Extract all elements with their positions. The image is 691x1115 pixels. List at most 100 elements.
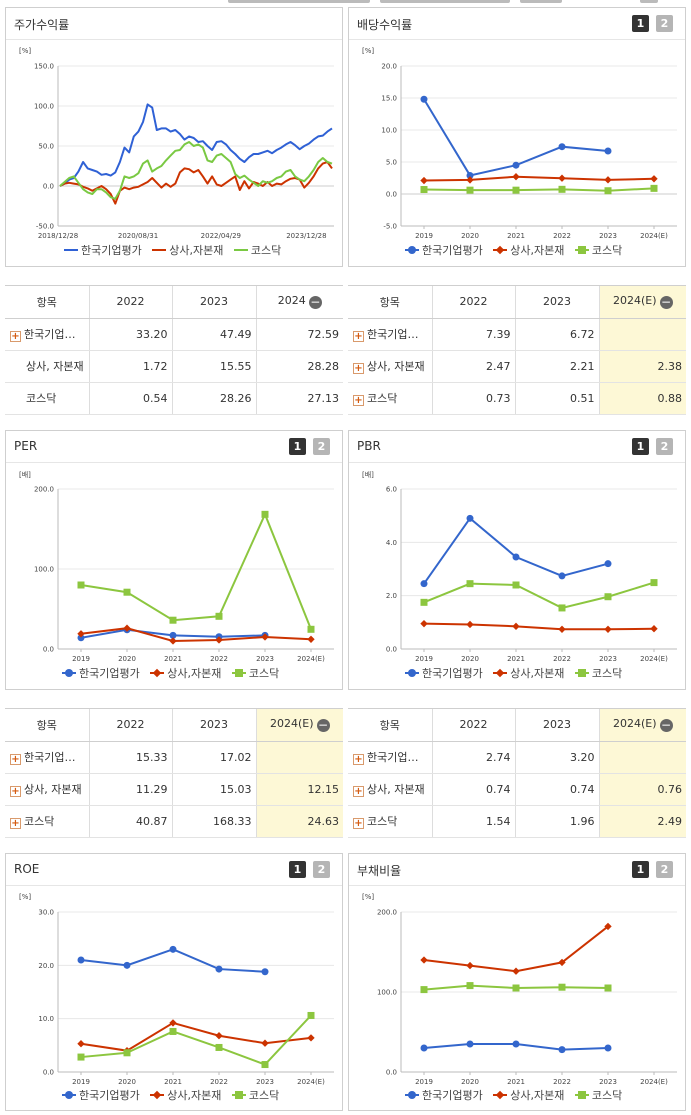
- expand-icon[interactable]: +: [353, 786, 364, 797]
- table-row: 상사, 자본재 1.72 15.55 28.28: [5, 350, 343, 383]
- expand-icon[interactable]: +: [10, 818, 21, 829]
- legend-item[interactable]: 상사,자본재: [152, 242, 223, 258]
- expand-icon[interactable]: +: [10, 331, 21, 342]
- cell-value: 33.20: [89, 318, 173, 351]
- x-tick-label: 2019: [415, 655, 433, 663]
- cell-value: [599, 741, 686, 774]
- x-tick-label: 2021: [164, 655, 182, 663]
- table-row: 코스닥 0.54 28.26 27.13: [5, 382, 343, 415]
- series-line: [423, 581, 655, 609]
- view-button-1[interactable]: 1: [632, 15, 649, 32]
- table-row: + 상사, 자본재 2.47 2.21 2.38: [348, 350, 686, 383]
- legend-label: 상사,자본재: [510, 1089, 565, 1102]
- legend-item[interactable]: 코스닥: [231, 665, 279, 681]
- row-name-cell: 상사, 자본재: [5, 350, 90, 383]
- cell-value: 2.74: [432, 741, 516, 774]
- per-chart: 200.0 100.0 0.0 2019 2020 2021 2022 2023 2024(E): [34, 486, 334, 663]
- chart-legend: 한국기업평가 상사,자본재 코스닥: [405, 1087, 629, 1103]
- legend-label: 코스닥: [250, 244, 282, 257]
- data-point: [650, 625, 658, 633]
- legend-item[interactable]: 코스닥: [231, 1087, 279, 1103]
- data-point: [123, 588, 131, 596]
- view-button-1[interactable]: 1: [632, 861, 649, 878]
- view-button-1[interactable]: 1: [632, 438, 649, 455]
- row-name: 상사, 자본재: [24, 783, 82, 796]
- legend-item[interactable]: 한국기업평가: [405, 242, 483, 258]
- expand-icon[interactable]: +: [10, 786, 21, 797]
- column-header: 항목: [5, 286, 90, 319]
- column-header-estimate: 2024(E) −: [599, 286, 686, 319]
- x-tick-label: 2018/12/28: [38, 232, 78, 240]
- expand-icon[interactable]: +: [353, 363, 364, 374]
- data-point: [512, 967, 520, 975]
- expand-icon[interactable]: +: [353, 395, 364, 406]
- legend-item[interactable]: 코스닥: [574, 665, 622, 681]
- legend-item[interactable]: 한국기업평가: [64, 242, 142, 258]
- column-header-label: 2024(E): [269, 717, 314, 731]
- data-point: [604, 593, 612, 601]
- cell-value: 1.72: [89, 350, 173, 383]
- expand-icon[interactable]: +: [353, 754, 364, 765]
- legend-item[interactable]: 한국기업평가: [405, 665, 483, 681]
- x-tick-label: 2019: [415, 1078, 433, 1086]
- series-line: [80, 1021, 312, 1052]
- data-point: [261, 968, 269, 976]
- view-button-2[interactable]: 2: [313, 438, 330, 455]
- dividend-yield-table: 항목 2022 2023 2024(E) − + 한국기업… 7.39 6.72 +…: [348, 285, 686, 415]
- data-point: [169, 637, 177, 645]
- view-button-2[interactable]: 2: [656, 15, 673, 32]
- expand-icon[interactable]: +: [353, 331, 364, 342]
- view-button-2[interactable]: 2: [656, 861, 673, 878]
- expand-icon[interactable]: +: [10, 754, 21, 765]
- row-name: 한국기업…: [24, 328, 76, 341]
- view-button-1[interactable]: 1: [289, 438, 306, 455]
- cell-value: 11.29: [89, 773, 173, 806]
- y-unit-label: [%]: [362, 47, 375, 55]
- y-tick-label: 200.0: [377, 909, 397, 917]
- collapse-icon[interactable]: −: [659, 718, 673, 733]
- legend-item[interactable]: 상사,자본재: [150, 1087, 221, 1103]
- collapse-icon[interactable]: −: [308, 295, 322, 310]
- view-button-2[interactable]: 2: [656, 438, 673, 455]
- x-tick-label: 2021: [507, 655, 525, 663]
- row-name: 상사, 자본재: [26, 360, 84, 373]
- legend-item[interactable]: 상사,자본재: [493, 665, 564, 681]
- legend-item[interactable]: 한국기업평가: [405, 1087, 483, 1103]
- legend-item[interactable]: 코스닥: [574, 242, 622, 258]
- cell-value: 40.87: [89, 805, 173, 838]
- row-name-cell: + 상사, 자본재: [5, 773, 90, 806]
- x-tick-label: 2019: [72, 655, 90, 663]
- view-button-2[interactable]: 2: [313, 861, 330, 878]
- table-row: + 한국기업… 33.20 47.49 72.59: [5, 318, 343, 351]
- legend-item[interactable]: 상사,자본재: [150, 665, 221, 681]
- row-name: 상사, 자본재: [367, 360, 425, 373]
- x-tick-label: 2024(E): [640, 655, 668, 663]
- cell-value: 24.63: [256, 805, 343, 838]
- row-name: 코스닥: [367, 392, 398, 405]
- data-point: [558, 983, 566, 991]
- data-point: [512, 553, 520, 561]
- column-header: 항목: [348, 709, 433, 742]
- collapse-icon[interactable]: −: [659, 295, 673, 310]
- x-tick-label: 2020: [461, 655, 479, 663]
- cell-value: [256, 741, 343, 774]
- chart-legend: 한국기업평가 상사,자본재 코스닥: [64, 242, 288, 258]
- legend-item[interactable]: 상사,자본재: [493, 242, 564, 258]
- per-table: 항목 2022 2023 2024(E) − + 한국기업… 15.33 17.02…: [5, 708, 343, 838]
- legend-item[interactable]: 코스닥: [233, 242, 282, 258]
- view-button-1[interactable]: 1: [289, 861, 306, 878]
- data-point: [420, 956, 428, 964]
- data-point: [77, 1053, 85, 1061]
- expand-icon[interactable]: +: [353, 818, 364, 829]
- legend-item[interactable]: 코스닥: [574, 1087, 622, 1103]
- legend-item[interactable]: 한국기업평가: [62, 665, 140, 681]
- y-unit-label: [배]: [362, 471, 374, 479]
- data-point: [261, 1039, 269, 1047]
- dividend-yield-chart: 20.0 15.0 10.0 5.0 0.0 -5.0 2019 2020 2021 2022 20…: [381, 63, 677, 240]
- legend-item[interactable]: 한국기업평가: [62, 1087, 140, 1103]
- legend-item[interactable]: 상사,자본재: [493, 1087, 564, 1103]
- cell-value: 0.76: [599, 773, 686, 806]
- column-header: 2023: [172, 286, 257, 319]
- column-header: 2022: [89, 286, 173, 319]
- collapse-icon[interactable]: −: [316, 718, 330, 733]
